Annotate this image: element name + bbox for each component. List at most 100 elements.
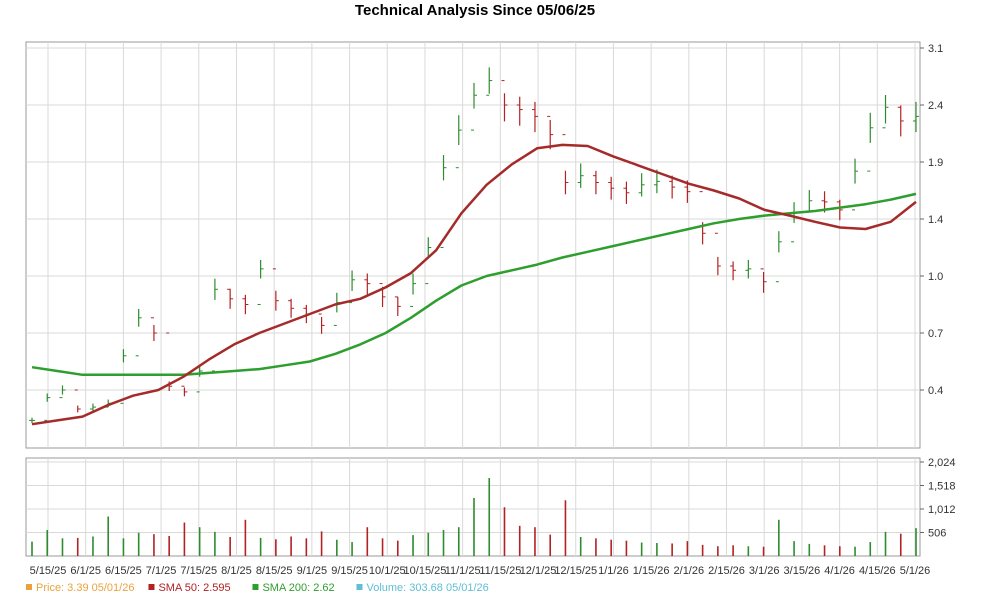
legend-entry: Price: 3.39 05/01/26 xyxy=(36,582,134,594)
volume-bar xyxy=(107,516,110,556)
sma50-line xyxy=(31,143,917,426)
volume-bar xyxy=(427,532,430,556)
volume-bar xyxy=(31,541,33,556)
volume-bar xyxy=(488,477,491,556)
volume-bar xyxy=(275,539,277,556)
volume-bar xyxy=(198,527,201,556)
legend-swatch xyxy=(252,584,259,590)
chart-title: Technical Analysis Since 05/06/25 xyxy=(354,2,596,19)
volume-bar xyxy=(793,541,795,556)
date-tick-label: 3/15/26 xyxy=(784,565,821,577)
chart-frame xyxy=(25,41,921,557)
volume-bar xyxy=(76,537,79,556)
date-tick-label: 12/1/25 xyxy=(520,565,557,577)
volume-bar xyxy=(762,546,765,556)
date-axis: 5/15/25 6/1/25 6/15/25 7/1/25 7/15/25 8/1/25 8… xyxy=(30,565,931,577)
volume-bar xyxy=(473,497,475,556)
price-tick-label: 2.4 xyxy=(928,100,943,112)
price-tick-label: 1.9 xyxy=(928,157,943,169)
volume-bar xyxy=(854,546,856,556)
volume-bars xyxy=(31,477,917,556)
date-tick-label: 7/1/25 xyxy=(146,565,177,577)
volume-bar xyxy=(320,531,323,556)
volume-bar xyxy=(915,528,917,556)
volume-panel-frame xyxy=(25,457,921,557)
volume-bar xyxy=(518,525,521,556)
volume-bar xyxy=(640,542,643,556)
volume-bar xyxy=(412,535,414,556)
legend-entry: SMA 200: 2.62 xyxy=(262,582,334,594)
sma50-path xyxy=(31,143,917,426)
volume-bar xyxy=(717,546,719,556)
date-tick-label: 12/15/25 xyxy=(554,565,597,577)
date-tick-label: 8/15/25 xyxy=(256,565,293,577)
price-bars xyxy=(29,67,919,424)
date-tick-label: 11/15/25 xyxy=(479,565,521,577)
price-tick-label: 0.7 xyxy=(928,328,943,340)
volume-bar xyxy=(381,538,384,556)
volume-bar xyxy=(884,531,887,556)
volume-bar xyxy=(229,536,231,556)
date-tick-label: 5/1/26 xyxy=(900,565,931,577)
price-tick-label: 1.0 xyxy=(928,271,943,283)
volume-bar xyxy=(838,546,841,556)
sma200-line xyxy=(31,192,917,377)
volume-bar xyxy=(899,533,902,556)
volume-bar xyxy=(564,500,567,556)
legend-swatch xyxy=(148,584,155,590)
legend-swatch xyxy=(356,584,363,590)
date-tick-label: 2/15/26 xyxy=(708,565,745,577)
volume-bar xyxy=(732,545,734,556)
legend-swatch xyxy=(26,584,32,590)
volume-bar xyxy=(442,529,445,556)
date-tick-label: 4/15/26 xyxy=(859,565,896,577)
volume-bar xyxy=(534,527,536,556)
volume-bar xyxy=(214,531,216,556)
date-tick-label: 6/1/25 xyxy=(70,565,101,577)
date-tick-label: 7/15/25 xyxy=(180,565,217,577)
volume-bar xyxy=(122,538,125,556)
price-tick-label: 1.4 xyxy=(928,214,943,226)
volume-bar xyxy=(701,544,704,556)
date-tick-label: 10/1/25 xyxy=(369,565,406,577)
sma200-path xyxy=(31,192,917,377)
volume-bar xyxy=(61,538,64,556)
volume-bar xyxy=(153,534,155,556)
volume-bar xyxy=(259,537,262,556)
volume-bar xyxy=(336,539,338,556)
volume-bar xyxy=(351,542,353,556)
legend-entry: Volume: 303.68 05/01/26 xyxy=(366,582,488,594)
volume-bar xyxy=(503,507,506,556)
date-tick-label: 10/15/25 xyxy=(404,565,447,577)
volume-axis: 506 1,012 1,518 2,024 xyxy=(920,457,956,540)
date-tick-label: 8/1/25 xyxy=(221,565,252,577)
volume-tick-label: 1,012 xyxy=(928,504,956,516)
volume-bar xyxy=(625,540,628,556)
volume-bar xyxy=(549,534,552,556)
date-tick-label: 1/15/26 xyxy=(633,565,670,577)
volume-bar xyxy=(656,542,658,556)
volume-bar xyxy=(808,543,811,556)
volume-bar xyxy=(747,546,750,556)
volume-bar xyxy=(168,536,170,556)
volume-bar xyxy=(671,543,673,556)
volume-bar xyxy=(823,545,826,556)
volume-bar xyxy=(595,538,597,556)
date-tick-label: 6/15/25 xyxy=(105,565,142,577)
date-tick-label: 5/15/25 xyxy=(30,565,67,577)
volume-bar xyxy=(305,538,308,556)
volume-bar xyxy=(778,519,780,556)
volume-tick-label: 1,518 xyxy=(928,481,956,493)
date-tick-label: 9/1/25 xyxy=(297,565,328,577)
volume-bar xyxy=(244,519,247,556)
grid-lines xyxy=(26,42,920,556)
volume-tick-label: 506 xyxy=(928,528,946,540)
volume-tick-label: 2,024 xyxy=(928,457,956,469)
price-tick-label: 3.1 xyxy=(928,43,943,55)
volume-bar xyxy=(457,527,460,556)
legend-entry: SMA 50: 2.595 xyxy=(158,582,230,594)
date-tick-label: 4/1/26 xyxy=(824,565,855,577)
volume-bar xyxy=(92,536,94,556)
